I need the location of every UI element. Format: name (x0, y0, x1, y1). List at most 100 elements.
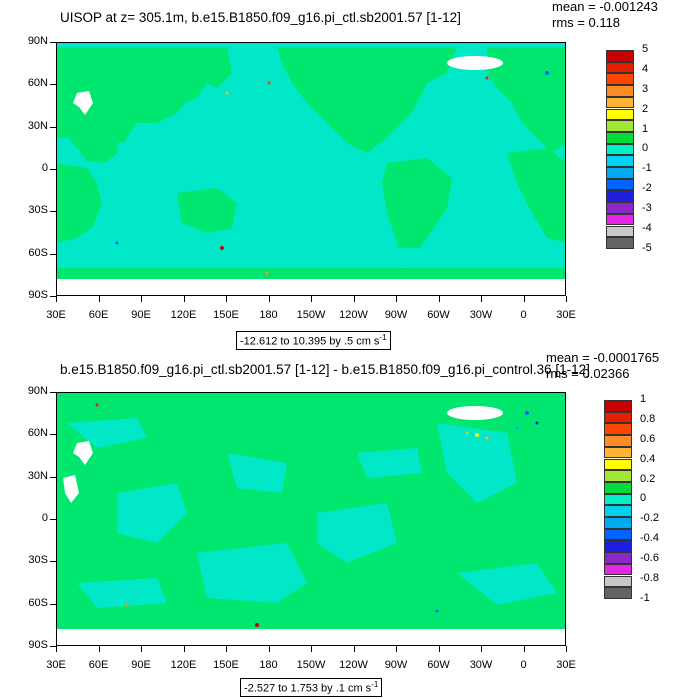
rms-stat: rms = 0.118 (552, 15, 621, 30)
lat-tick-mark (50, 169, 56, 170)
colorbar-label: -1 (642, 162, 652, 175)
lon-tick-mark (396, 296, 397, 302)
lat-tick-mark (50, 646, 56, 647)
colorbar-swatch (604, 505, 632, 517)
tibet-ice (73, 91, 93, 115)
lon-tick-label: 0 (520, 659, 527, 671)
lat-tick-mark (50, 561, 56, 563)
lon-tick-label: 30E (46, 309, 66, 321)
greenland-ice (447, 56, 503, 70)
lat-tick-label: 60N (27, 77, 48, 90)
colorbar-label: 0 (642, 142, 649, 155)
lon-tick-label: 0 (520, 309, 527, 321)
lon-tick-mark (311, 296, 312, 302)
colorbar-label: -3 (642, 202, 652, 215)
tibet-ice (73, 441, 93, 465)
lon-tick-label: 150W (296, 659, 326, 671)
lon-tick-label: 30W (469, 309, 493, 321)
lon-tick-mark (98, 296, 100, 302)
lat-tick-mark (50, 253, 56, 255)
lon-tick-mark (226, 646, 227, 652)
colorbar-swatch (606, 85, 634, 97)
lat-tick-label: 90S (28, 289, 48, 301)
lon-tick-mark (141, 646, 142, 652)
lon-tick-label: 180 (259, 659, 278, 671)
lat-tick-mark (50, 519, 56, 520)
colorbar-swatch (604, 493, 632, 506)
sahara-ice (63, 475, 79, 503)
lon-tick-mark (311, 646, 312, 652)
lat-tick-mark (50, 476, 56, 478)
colorbar-label: -0.6 (640, 552, 659, 565)
lat-tick-label: 30N (27, 469, 48, 482)
lon-tick-mark (56, 646, 57, 652)
colorbar-label: 0.4 (640, 452, 656, 465)
colorbar-swatch (604, 411, 632, 424)
colorbar-swatch (604, 400, 632, 412)
lon-tick-label: 120W (339, 309, 368, 321)
colorbar-swatch (606, 202, 634, 214)
lat-tick-label: 60S (28, 596, 48, 609)
lat-tick-label: 0 (41, 512, 48, 524)
lon-tick-label: 60W (427, 659, 450, 671)
lat-tick-label: 30N (27, 119, 48, 132)
colorbar-swatch (604, 435, 632, 447)
colorbar-label: 5 (642, 43, 649, 55)
lon-tick-label: 120E (170, 309, 197, 321)
lat-tick-label: 90S (28, 639, 48, 651)
lon-tick-mark (141, 296, 142, 302)
colorbar-label: 0.8 (640, 412, 656, 425)
colorbar-swatch (604, 423, 632, 436)
colorbar-swatch (604, 563, 632, 576)
lon-tick-label: 150E (213, 659, 239, 671)
lon-tick-label: 30E (556, 659, 576, 671)
colorbar-swatch (604, 481, 632, 494)
colorbar-label: 4 (642, 62, 649, 75)
colorbar-swatch (606, 120, 634, 132)
colorbar-swatch (604, 540, 632, 553)
colorbar-swatch (604, 575, 632, 588)
lon-tick-mark (438, 296, 440, 302)
map-plot (56, 42, 566, 296)
lat-tick-label: 30S (28, 554, 48, 567)
lat-tick-label: 90N (27, 35, 48, 47)
lon-tick-label: 30E (46, 659, 66, 671)
lon-tick-mark (438, 646, 440, 652)
colorbar-swatch (606, 167, 634, 179)
rms-stat: rms = 0.02366 (546, 366, 630, 381)
lon-tick-label: 120E (170, 659, 197, 671)
mean-stat: mean = -0.001243 (552, 0, 658, 14)
lon-tick-mark (183, 646, 185, 652)
colorbar-label: -5 (642, 241, 652, 254)
lon-tick-mark (523, 646, 525, 652)
antarctica-ice (57, 629, 565, 645)
lon-tick-mark (396, 646, 397, 652)
ocean-patches (67, 418, 557, 608)
colorbar-swatch (606, 50, 634, 62)
colorbar-label: 1 (642, 122, 649, 135)
colorbar-swatch (604, 528, 632, 541)
colorbar-label: 0 (640, 492, 647, 505)
lon-tick-label: 120W (339, 659, 368, 671)
lon-tick-label: 30E (556, 309, 576, 321)
lon-tick-mark (268, 296, 270, 302)
lon-tick-mark (183, 296, 185, 302)
colorbar-swatch (606, 96, 634, 109)
map-field (57, 393, 565, 645)
lon-tick-label: 60E (88, 309, 109, 321)
colorbar-swatch (606, 225, 634, 238)
colorbar-swatch (604, 552, 632, 564)
lat-tick-mark (50, 42, 56, 43)
colorbar-label: -4 (642, 222, 652, 234)
panel-uisop: UISOP at z= 305.1m, b.e15.B1850.f09_g16.… (27, 0, 658, 350)
lon-tick-mark (481, 296, 482, 302)
lat-tick-mark (50, 603, 56, 605)
lon-tick-mark (56, 296, 57, 302)
colorbar-label: 2 (642, 102, 649, 115)
lon-tick-label: 150W (296, 309, 326, 321)
lon-tick-label: 90E (131, 309, 151, 321)
lat-tick-mark (50, 392, 56, 393)
lat-tick-mark (50, 211, 56, 213)
lon-tick-label: 180 (259, 309, 278, 321)
lat-tick-label: 60S (28, 246, 48, 259)
